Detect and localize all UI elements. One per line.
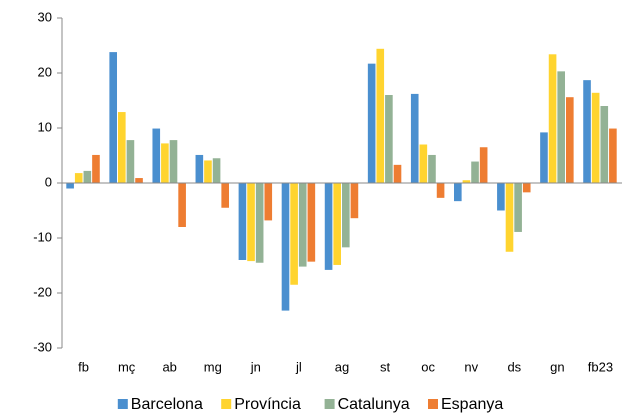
bar — [255, 183, 264, 263]
bar — [410, 93, 419, 183]
y-tick-label: -20 — [33, 284, 52, 299]
bar — [118, 112, 126, 183]
y-tick-label: 30 — [38, 9, 52, 24]
legend-swatch — [324, 399, 335, 409]
y-tick-label: 20 — [38, 64, 52, 79]
bar — [419, 144, 428, 183]
bar — [583, 80, 591, 183]
bar — [591, 92, 600, 183]
legend: Barcelona Província Catalunya Espanya — [117, 396, 503, 413]
bar — [290, 183, 298, 285]
bar — [66, 183, 74, 189]
bar — [204, 160, 212, 183]
x-tick-label: ds — [507, 359, 521, 374]
legend-label: Barcelona — [131, 396, 203, 413]
bar — [497, 183, 505, 211]
bar — [471, 161, 479, 183]
bar — [169, 140, 178, 183]
y-tick-label: 10 — [38, 119, 52, 134]
bar — [376, 48, 385, 183]
legend-swatch — [428, 399, 438, 409]
bar — [83, 170, 92, 183]
x-tick-label: fb23 — [588, 359, 613, 374]
bar — [454, 183, 462, 202]
bar — [264, 183, 273, 221]
x-tick-label: ab — [162, 359, 176, 374]
bar — [195, 154, 204, 183]
x-tick-label: gn — [550, 359, 564, 374]
bar — [324, 183, 333, 270]
bar — [109, 52, 117, 183]
bar — [505, 183, 514, 252]
bar — [212, 158, 221, 183]
x-tick-label: nv — [464, 359, 478, 374]
x-tick-label: st — [380, 359, 391, 374]
bar — [281, 183, 290, 311]
bar — [393, 164, 402, 183]
bar — [135, 178, 143, 183]
bar — [178, 183, 186, 227]
bar — [126, 140, 135, 183]
bar — [342, 183, 350, 248]
bar — [522, 183, 531, 193]
x-tick-label: mg — [204, 359, 222, 374]
bar — [247, 183, 255, 262]
bar — [385, 95, 393, 183]
y-tick-label: 0 — [45, 174, 52, 189]
bar — [557, 71, 565, 183]
bar — [540, 132, 548, 183]
bar — [298, 183, 307, 267]
bar — [152, 128, 161, 183]
bar — [479, 147, 488, 183]
x-tick-label: ag — [335, 359, 349, 374]
bar — [74, 173, 83, 183]
bar — [333, 183, 341, 265]
bar — [428, 154, 436, 183]
bar — [548, 54, 557, 183]
legend-label: Província — [234, 396, 301, 413]
legend-label: Catalunya — [338, 396, 410, 413]
bar — [367, 63, 376, 183]
bar — [514, 183, 522, 232]
bar — [600, 106, 609, 183]
bar — [161, 143, 169, 183]
legend-swatch — [117, 399, 128, 409]
y-tick-label: -10 — [33, 229, 52, 244]
bar — [609, 128, 617, 183]
legend-label: Espanya — [441, 396, 503, 413]
bar — [566, 97, 574, 183]
x-tick-label: jn — [250, 359, 261, 374]
legend-swatch — [221, 399, 232, 409]
bar — [92, 154, 100, 183]
bar — [350, 183, 359, 219]
bar — [462, 180, 471, 183]
bar — [307, 183, 316, 262]
bar — [436, 183, 445, 198]
x-tick-label: mç — [118, 359, 136, 374]
x-tick-label: oc — [421, 359, 435, 374]
x-tick-label: fb — [78, 359, 89, 374]
bar — [238, 183, 247, 260]
x-tick-label: jl — [295, 359, 302, 374]
y-tick-label: -30 — [33, 339, 52, 354]
bar — [221, 183, 229, 208]
